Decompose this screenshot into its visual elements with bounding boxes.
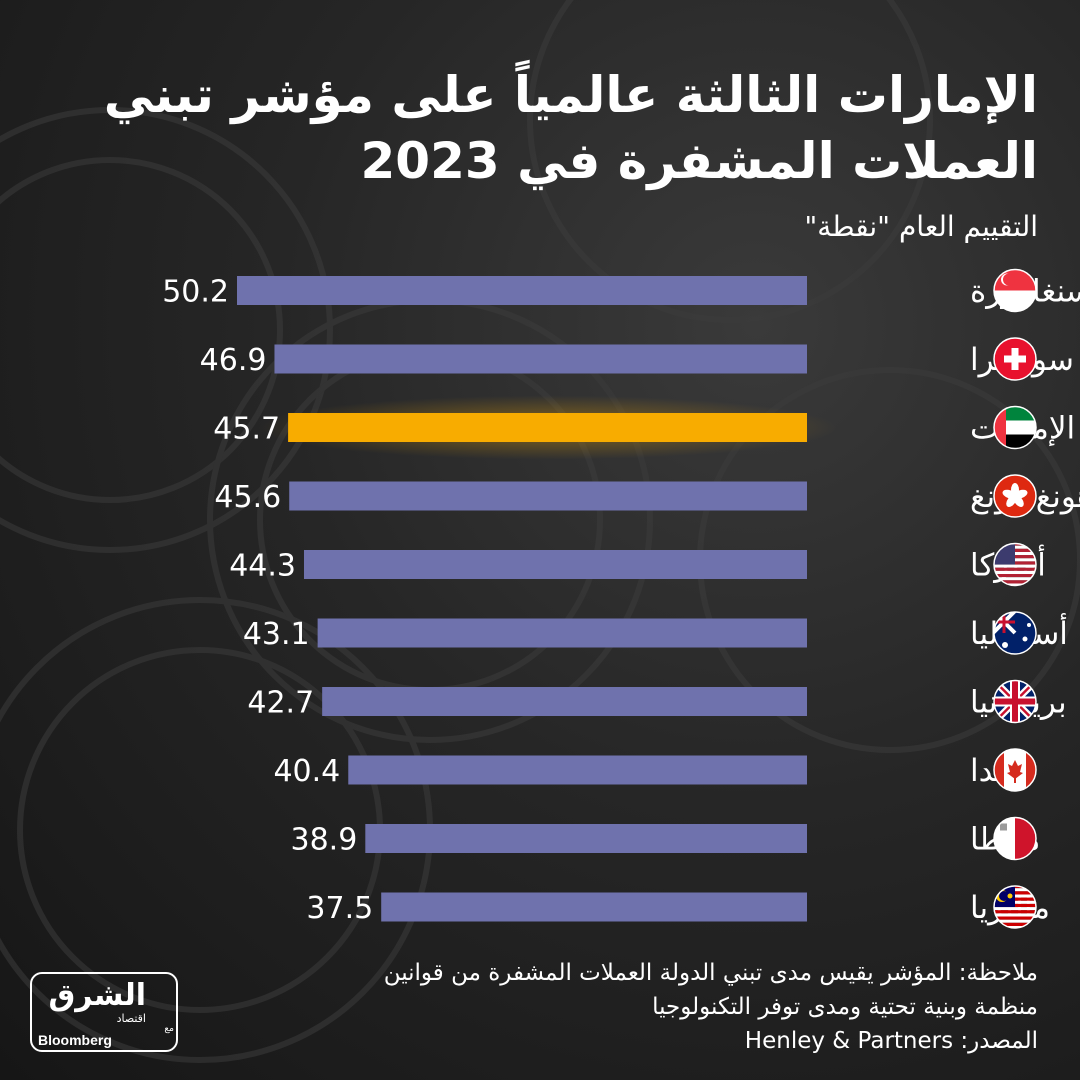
bar-6 (322, 687, 807, 716)
logo-with: مع (164, 1024, 174, 1034)
source-line: المصدر: Henley & Partners (744, 1028, 1038, 1054)
australia-flag-icon (993, 611, 1037, 655)
value-label-5: 43.1 (243, 617, 310, 652)
bar-9 (381, 892, 807, 922)
singapore-flag-icon (993, 268, 1037, 313)
usa-flag-icon (993, 542, 1037, 587)
bar-7 (348, 755, 807, 785)
uk-flag-icon (993, 679, 1037, 724)
value-label-9: 37.5 (306, 891, 373, 926)
hong-kong-flag-icon (993, 474, 1037, 518)
bar-4 (303, 550, 807, 579)
canada-flag-icon (993, 748, 1037, 792)
value-label-1: 46.9 (200, 343, 267, 378)
logo-name: الشرق (48, 978, 146, 1013)
bar-0 (237, 276, 807, 305)
logo-partner: Bloomberg (38, 1032, 112, 1048)
note-line-1: ملاحظة: المؤشر يقيس مدى تبني الدولة العم… (383, 960, 1038, 986)
value-label-4: 44.3 (229, 549, 296, 584)
logo-frame (30, 972, 178, 1052)
bar-2 (288, 413, 808, 442)
chart-title: الإمارات الثالثة عالمياً على مؤشر تبني ا… (103, 66, 1038, 190)
value-label-6: 42.7 (247, 686, 314, 721)
note-line-2: منظمة وبنية تحتية ومدى توفر التكنولوجيا (652, 994, 1038, 1020)
asharq-bloomberg-logo: الشرق اقتصاد مع Bloomberg (30, 972, 180, 1054)
value-label-8: 38.9 (291, 823, 358, 858)
value-label-2: 45.7 (213, 412, 280, 447)
y-axis-label: التقييم العام "نقطة" (804, 210, 1038, 243)
malaysia-flag-icon (993, 885, 1037, 929)
value-label-0: 50.2 (162, 275, 229, 310)
switzerland-flag-icon (993, 337, 1037, 381)
uae-flag-icon (993, 405, 1037, 450)
value-label-7: 40.4 (273, 754, 340, 789)
malta-flag-icon (993, 816, 1037, 861)
bar-3 (289, 481, 807, 511)
logo-sub: اقتصاد (116, 1012, 146, 1025)
bar-8 (365, 824, 807, 853)
bar-5 (317, 618, 807, 648)
value-label-3: 45.6 (214, 480, 281, 515)
chart-note: ملاحظة: المؤشر يقيس مدى تبني الدولة العم… (218, 956, 1038, 1058)
bar-1 (274, 344, 808, 374)
